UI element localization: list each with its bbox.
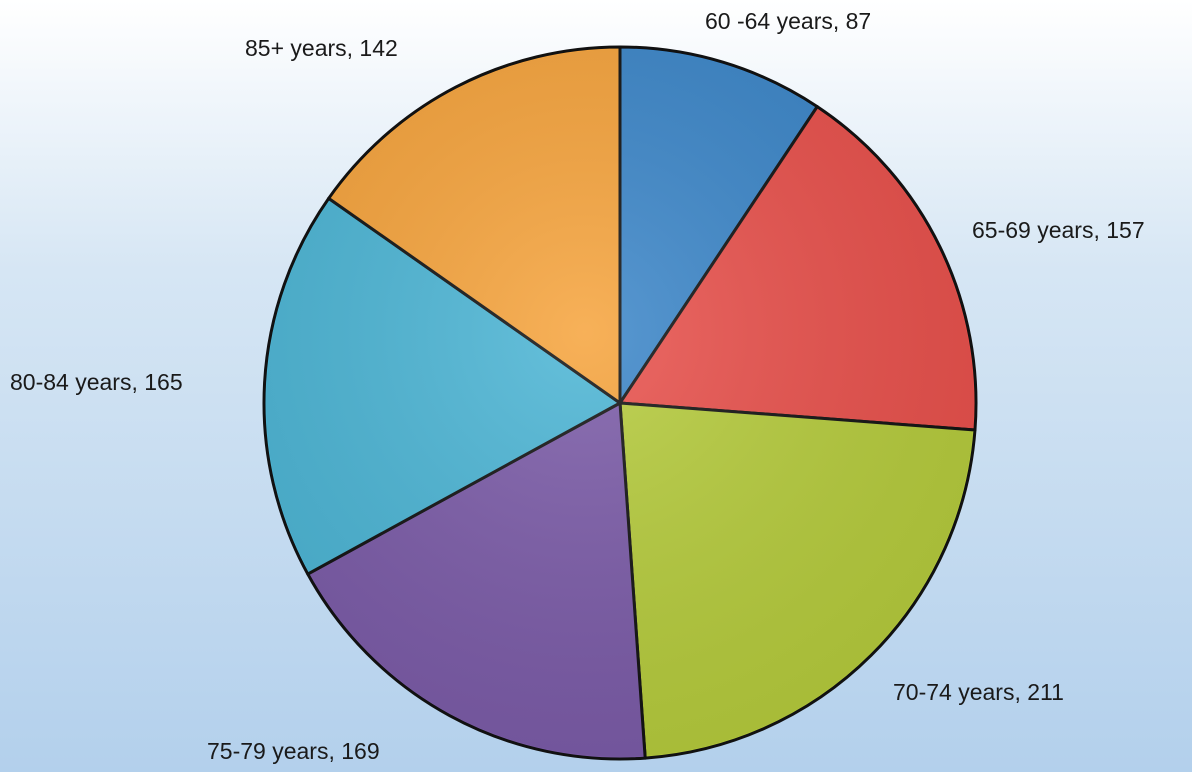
slice-label: 85+ years, 142 xyxy=(245,35,398,61)
slice-label: 65-69 years, 157 xyxy=(972,217,1145,243)
slice-label: 60 -64 years, 87 xyxy=(705,8,871,34)
slice-label: 80-84 years, 165 xyxy=(10,369,183,395)
slice-label: 75-79 years, 169 xyxy=(207,738,380,764)
slice-label: 70-74 years, 211 xyxy=(893,679,1064,705)
